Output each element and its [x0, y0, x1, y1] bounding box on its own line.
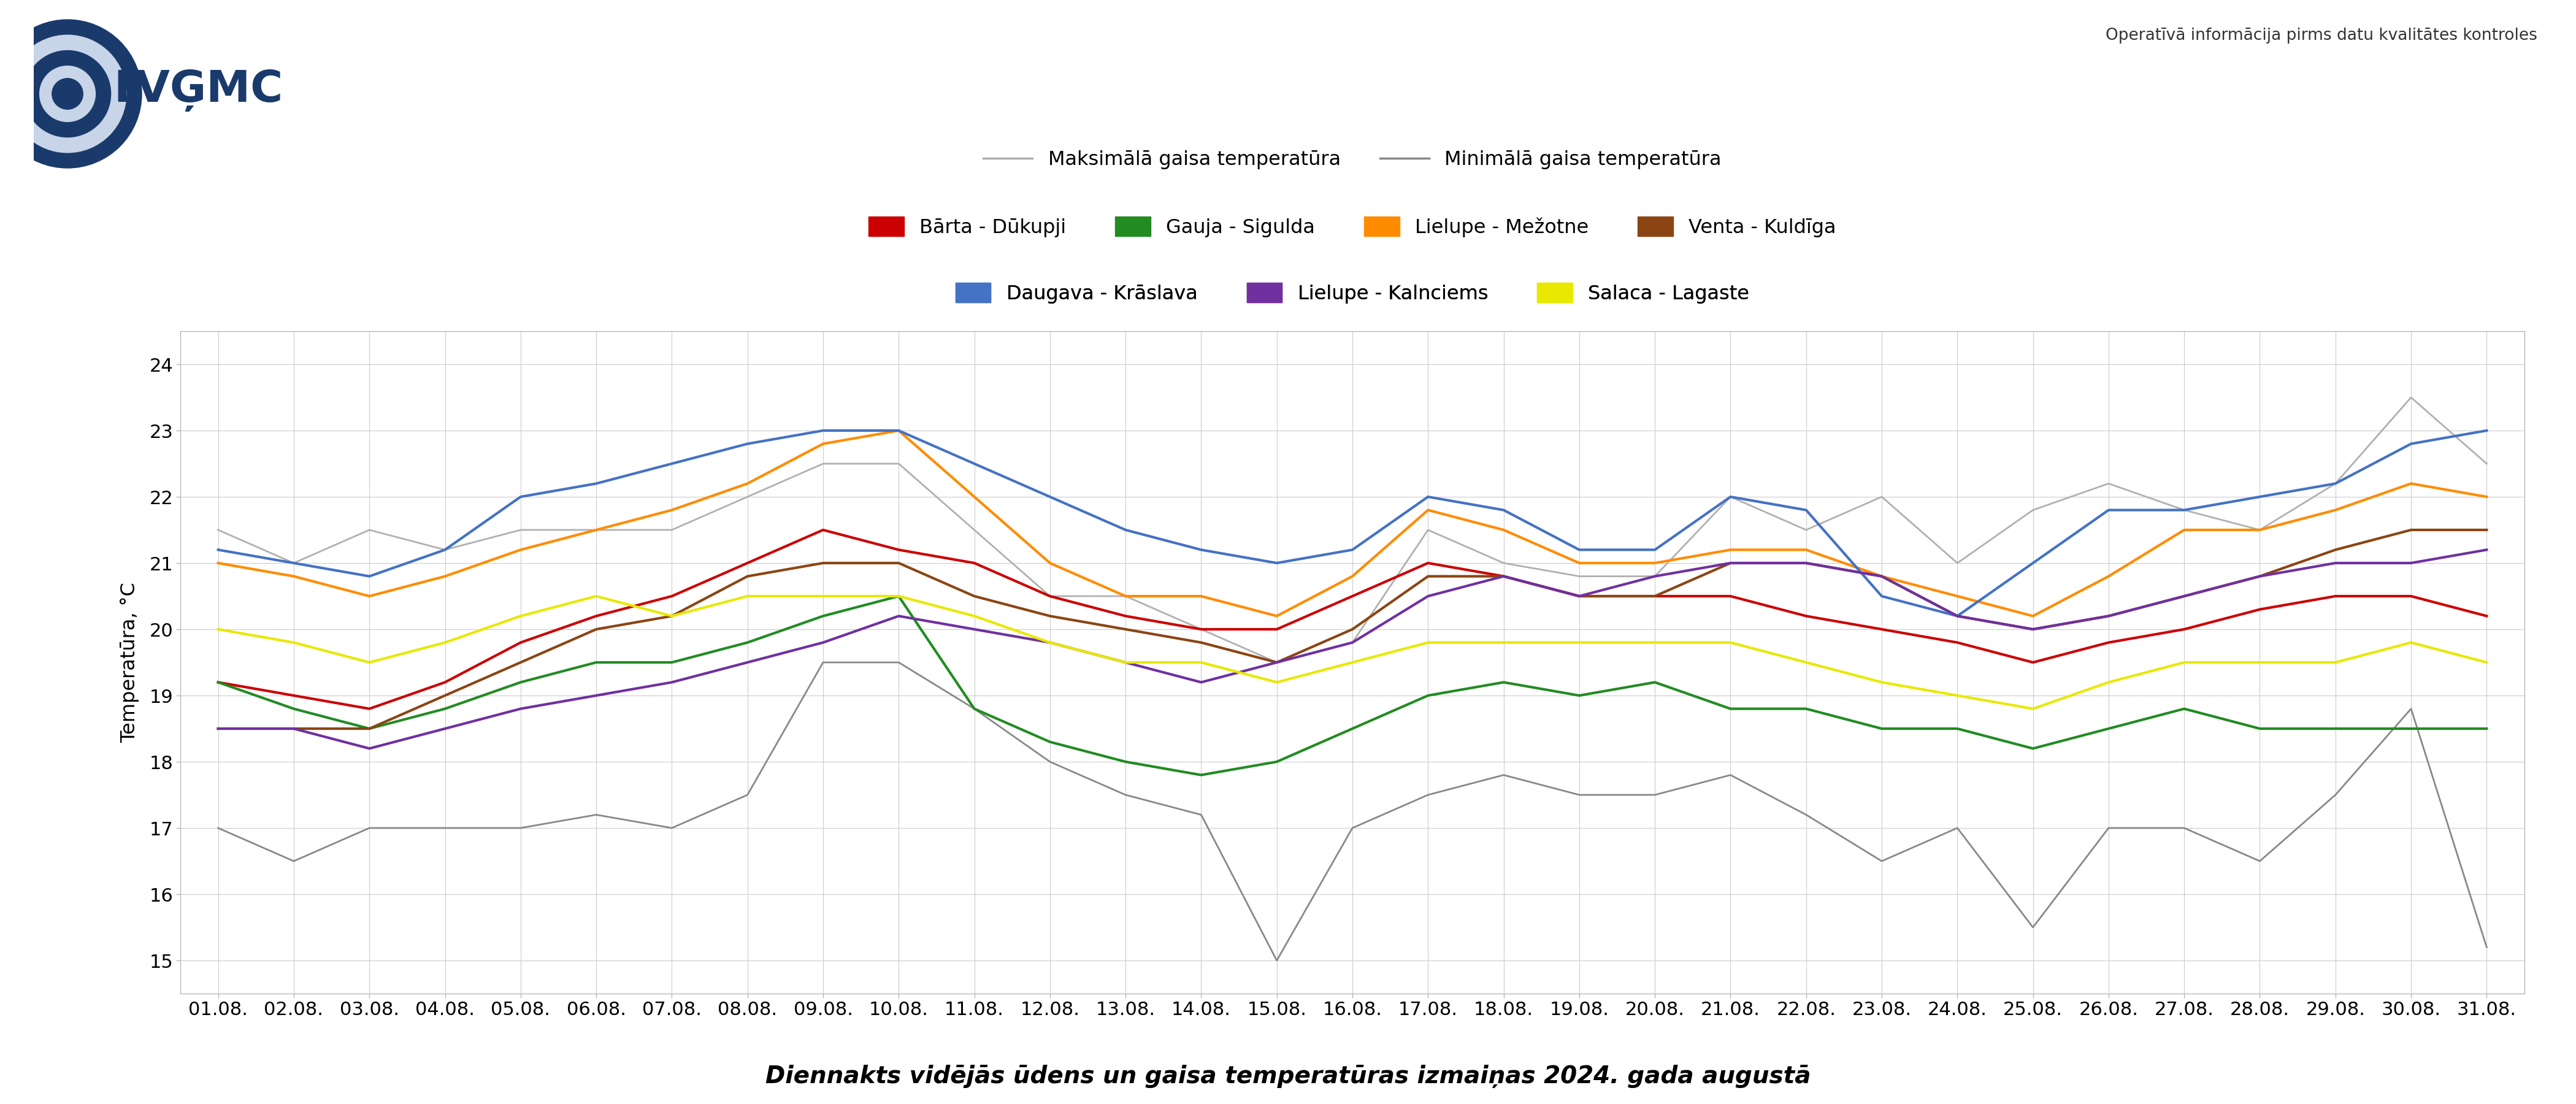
Circle shape	[23, 51, 111, 137]
Text: Operatīvā informācija pirms datu kvalitātes kontroles: Operatīvā informācija pirms datu kvalitā…	[2105, 28, 2537, 43]
Circle shape	[39, 66, 95, 121]
Text: Diennakts vidējās ūdens un gaisa temperatūras izmaiņas 2024. gada augustā: Diennakts vidējās ūdens un gaisa tempera…	[765, 1064, 1811, 1089]
Circle shape	[0, 20, 142, 168]
Y-axis label: Temperatūra, °C: Temperatūra, °C	[121, 582, 139, 743]
Legend: Daugava - Krāslava, Lielupe - Kalnciems, Salaca - Lagaste: Daugava - Krāslava, Lielupe - Kalnciems,…	[948, 275, 1757, 311]
Circle shape	[8, 35, 126, 152]
Text: LVĢMC: LVĢMC	[113, 70, 283, 112]
Circle shape	[52, 78, 82, 109]
